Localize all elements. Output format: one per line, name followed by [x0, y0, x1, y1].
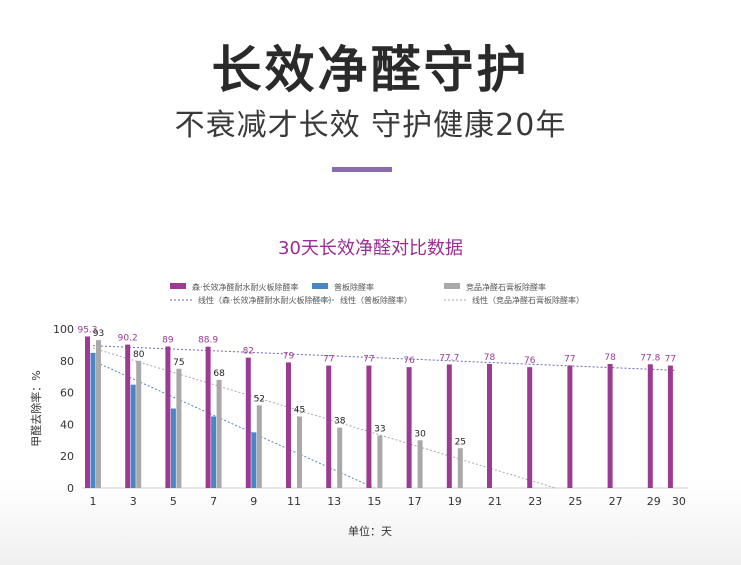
bar-s1-day3 — [125, 344, 131, 488]
bar-s2-day5 — [170, 408, 176, 488]
x-tick-label-3: 3 — [130, 495, 137, 508]
x-tick-label-11: 11 — [287, 495, 301, 508]
bar-s1-day11 — [286, 362, 291, 488]
bar-s3-day1 — [96, 340, 101, 488]
headline: 长效净醛守护 — [211, 41, 530, 99]
bar-s1-day15 — [366, 365, 372, 488]
data-label-s3-day3: 80 — [133, 350, 145, 360]
bar-s3-day15 — [377, 435, 383, 488]
x-tick-label-5: 5 — [170, 495, 177, 508]
bar-s2-day9 — [251, 432, 257, 488]
data-label-s3-day9: 52 — [254, 394, 265, 404]
bar-s1-day9 — [245, 357, 251, 488]
y-tick-label-80: 80 — [60, 355, 74, 368]
bar-s3-day11 — [297, 416, 302, 488]
bar-s1-day1 — [85, 336, 90, 488]
y-tick-label-40: 40 — [60, 418, 74, 431]
accent-bar — [332, 167, 392, 172]
bar-s2-day7 — [211, 416, 217, 488]
x-tick-label-23: 23 — [528, 495, 542, 508]
legend-swatch-3 — [444, 283, 460, 289]
y-tick-label-20: 20 — [60, 450, 74, 463]
x-tick-label-29: 29 — [647, 495, 661, 508]
bar-s1-day5 — [165, 346, 171, 488]
bar-s2-day1 — [90, 352, 96, 488]
subheadline: 不衰减才长效 守护健康20年 — [174, 108, 567, 143]
bar-s3-day19 — [457, 448, 463, 488]
trendline-3 — [92, 347, 556, 489]
x-tick-label-15: 15 — [367, 495, 381, 508]
x-tick-label-21: 21 — [488, 495, 502, 508]
bar-s1-day7 — [205, 346, 211, 488]
data-label-s3-day1: 93 — [93, 329, 104, 339]
x-tick-label-9: 9 — [250, 495, 257, 508]
data-label-s1-day5: 89 — [162, 335, 174, 345]
legend-label-2: 普板除醛率 — [334, 282, 374, 292]
bar-s1-day17 — [406, 367, 412, 488]
bar-s1-day29 — [647, 364, 653, 488]
data-label-s3-day17: 30 — [414, 429, 426, 439]
x-tick-label-13: 13 — [327, 495, 341, 508]
legend-trend-label-3: 线性（竞品净醛石膏板除醛率） — [472, 295, 584, 305]
x-tick-label-19: 19 — [448, 495, 462, 508]
bar-s1-day23 — [527, 367, 533, 488]
bar-s3-day13 — [337, 427, 343, 488]
y-axis-label: 甲醛去除率：% — [29, 370, 43, 446]
data-label-s1-day9: 82 — [243, 347, 254, 357]
data-label-s1-day25: 77 — [564, 355, 575, 365]
data-label-s1-day11: 79 — [283, 351, 295, 361]
x-tick-label-27: 27 — [609, 495, 623, 508]
x-axis-label: 单位：天 — [348, 524, 392, 538]
bar-s3-day3 — [136, 360, 142, 488]
legend-trend-label-1: 线性（森·长效净醛耐水耐火板除醛率） — [198, 295, 337, 305]
data-label-s1-day29: 77.8 — [640, 353, 660, 363]
bar-s1-day21 — [487, 363, 492, 488]
bar-s2-day3 — [130, 384, 136, 488]
bar-s1-day27 — [607, 363, 613, 488]
data-label-s1-day30: 77 — [665, 355, 676, 365]
bar-s1-day30 — [667, 365, 673, 488]
x-tick-label-7: 7 — [210, 495, 217, 508]
bar-s1-day25 — [567, 365, 573, 488]
data-label-s1-day23: 76 — [524, 356, 536, 366]
bar-s3-day9 — [256, 405, 262, 488]
chart-title: 30天长效净醛对比数据 — [278, 238, 463, 259]
y-tick-label-60: 60 — [60, 387, 74, 400]
bar-s1-day13 — [326, 365, 332, 488]
legend-swatch-2 — [312, 283, 328, 289]
data-label-s1-day3: 90.2 — [118, 334, 138, 344]
x-tick-label-1: 1 — [90, 495, 97, 508]
data-label-s3-day11: 45 — [294, 405, 305, 415]
legend-label-1: 森·长效净醛耐水耐火板除醛率 — [192, 282, 299, 292]
data-label-s3-day7: 68 — [213, 369, 225, 379]
data-label-s1-day21: 78 — [484, 353, 496, 363]
bar-s3-day17 — [417, 440, 423, 488]
data-label-s3-day13: 38 — [334, 417, 346, 427]
data-label-s1-day1: 95.3 — [77, 325, 97, 335]
data-label-s1-day27: 78 — [604, 353, 616, 363]
bar-s3-day5 — [176, 368, 182, 488]
y-tick-label-100: 100 — [53, 323, 74, 336]
data-label-s3-day19: 25 — [455, 437, 466, 447]
bar-s3-day7 — [216, 379, 222, 488]
x-tick-label-30: 30 — [672, 495, 686, 508]
legend-swatch-1 — [170, 283, 186, 289]
data-label-s1-day13: 77 — [323, 355, 334, 365]
data-label-s1-day15: 77 — [363, 355, 374, 365]
x-tick-label-25: 25 — [568, 495, 582, 508]
data-label-s1-day7: 88.9 — [198, 336, 218, 346]
x-tick-label-17: 17 — [408, 495, 422, 508]
bar-s1-day19 — [446, 364, 452, 488]
legend-trend-label-2: 线性（普板除醛率） — [340, 295, 412, 305]
trendline-1 — [92, 345, 676, 371]
legend-label-3: 竞品净醛石膏板除醛率 — [466, 282, 546, 292]
data-label-s1-day19: 77.7 — [439, 353, 459, 363]
data-label-s3-day15: 33 — [374, 425, 385, 435]
y-tick-label-0: 0 — [67, 482, 74, 495]
data-label-s1-day17: 76 — [403, 356, 415, 366]
data-label-s3-day5: 75 — [173, 358, 184, 368]
